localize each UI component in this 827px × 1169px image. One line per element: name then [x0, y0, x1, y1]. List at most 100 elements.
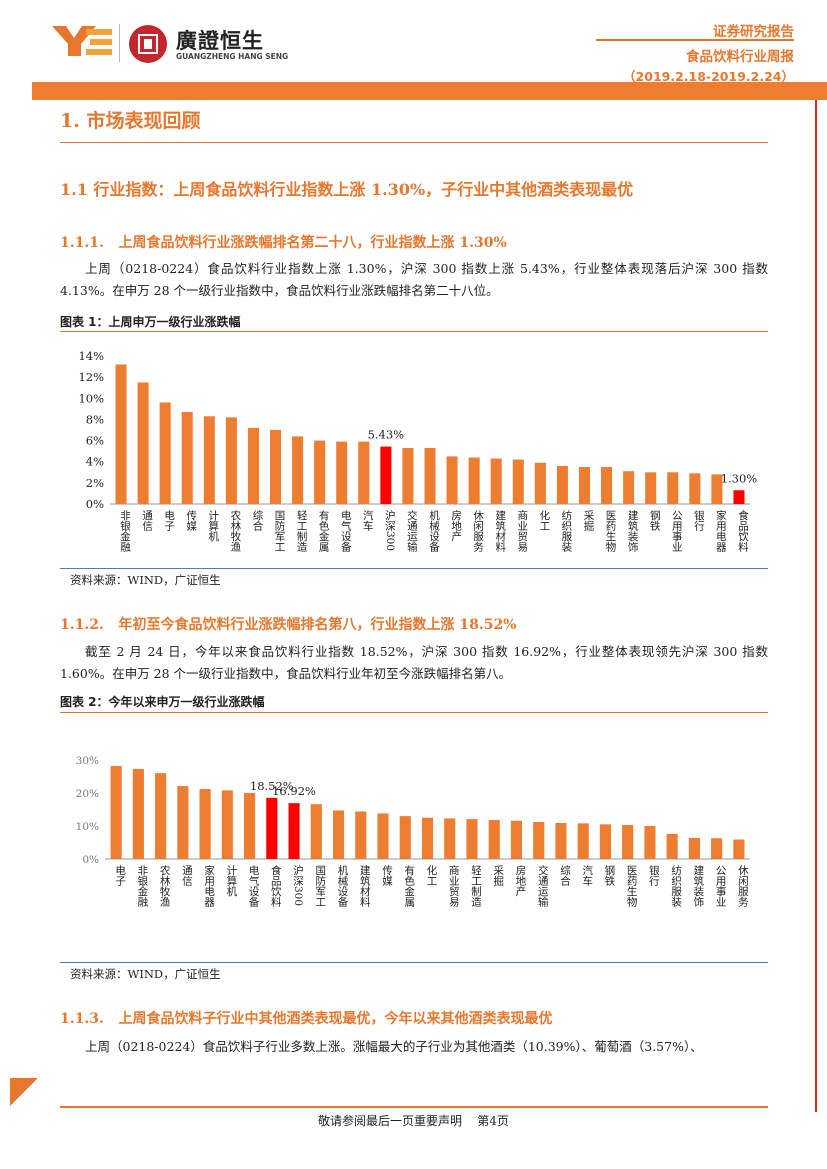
- chart2-bar: [377, 813, 389, 859]
- chart1-data-label: 5.43%: [368, 428, 405, 442]
- chart2-xtick: 计算机: [225, 864, 237, 897]
- chart1-bar: [115, 364, 127, 504]
- company-logo-icon: [52, 26, 112, 56]
- seal-icon: [129, 25, 167, 63]
- chart2-bar: [644, 826, 656, 859]
- chart2-data-label: 18.52%: [250, 779, 294, 793]
- chart2-bar: [555, 823, 567, 859]
- chart2-bar: [444, 818, 456, 859]
- chart1-xtick: 非银金融: [119, 510, 131, 553]
- chart2-bar: [666, 833, 678, 859]
- chart2-bar: [488, 820, 500, 859]
- chart1-xtick: 公用事业: [671, 510, 683, 552]
- chart2-xtick: 电子: [114, 864, 126, 886]
- paragraph-1-1-2: 截至 2 月 24 日，今年以来食品饮料行业指数 18.52%，沪深 300 指…: [60, 644, 768, 681]
- chart2-xtick: 采掘: [492, 865, 504, 887]
- chart-2: 0% 10% 20% 30% 电子 非银金融 农林牧渔 通信 家用电器 计算机 电气设备 食品饮料 18…: [76, 755, 750, 908]
- chart1-xtick: 化工: [538, 509, 550, 531]
- chart2-bar: [310, 804, 322, 859]
- chart1-xtick: 家用电器: [715, 509, 727, 553]
- chart1-xtick: 通信: [141, 510, 153, 532]
- chart2-xtick: 通信: [181, 865, 193, 887]
- chart2-xtick: 轻工制造: [470, 864, 482, 907]
- brand-cn: 廣證恒生: [176, 29, 264, 53]
- chart1-bar: [711, 474, 723, 504]
- chart2-xtick: 化工: [426, 864, 438, 886]
- chart2-xtick: 房地产: [514, 864, 526, 897]
- chart1-xtick: 休闲服务: [472, 510, 484, 553]
- chart1-xtick: 电子: [163, 509, 175, 531]
- logo-divider: [119, 24, 120, 62]
- chart1-bar: [358, 441, 370, 504]
- chart1-bar: [667, 472, 679, 504]
- section-title-1-1: 1.1 行业指数：上周食品饮料行业指数上涨 1.30%，子行业中其他酒类表现最优: [60, 180, 634, 199]
- chart2-xtick: 传媒: [381, 865, 393, 887]
- chart1-xtick: 有色金属: [318, 509, 330, 553]
- chart1-bar: [203, 416, 215, 504]
- chart2-xtick: 综合: [559, 864, 571, 887]
- chart2-bar: [622, 825, 634, 859]
- chart2-bar: [199, 789, 211, 859]
- chart1-bar: [601, 467, 613, 504]
- chart1-xtick: 房地产: [450, 509, 462, 542]
- chart2-xtick: 交通运输: [537, 864, 549, 908]
- chart2-xtick: 有色金属: [403, 864, 415, 908]
- chart-1: 0% 2% 4% 6% 8% 10% 12% 14% 非银金融 通信 电子 传媒 计算机 农林牧渔 综合 国防…: [78, 349, 757, 553]
- chart1-bar: [623, 471, 635, 504]
- section-1-rule: [60, 142, 768, 143]
- chart1-xtick: 交通运输: [406, 509, 418, 553]
- chart1-xtick: 医药生物: [605, 510, 617, 553]
- chart1-xtick: 钢铁: [649, 509, 661, 532]
- chart2-bar: [577, 823, 589, 859]
- chart1-ytick: 12%: [78, 370, 104, 384]
- header-rule: [596, 39, 794, 41]
- chart1-xtick: 建筑装饰: [627, 509, 639, 553]
- header-band: [32, 82, 827, 100]
- chart1-xtick: 轻工制造: [296, 509, 308, 552]
- chart1-xtick: 汽车: [362, 509, 374, 532]
- chart2-xtick: 电气设备: [248, 864, 260, 908]
- figure2-top-rule: [60, 712, 768, 713]
- chart1-xtick: 纺织服装: [560, 509, 572, 553]
- chart2-bar: [399, 816, 411, 859]
- chart1-bar: [181, 412, 193, 504]
- chart2-bar: [533, 822, 545, 859]
- footer-corner-triangle: [10, 1078, 38, 1106]
- chart1-xtick: 农林牧渔: [229, 509, 241, 553]
- paragraph-1-1-1: 上周（0218-0224）食品饮料行业指数上涨 1.30%，沪深 300 指数上…: [60, 261, 768, 298]
- chart1-xtick: 商业贸易: [516, 509, 528, 553]
- chart1-xtick: 国防军工: [274, 510, 286, 552]
- chart2-bar: [266, 797, 278, 859]
- chart1-bar: [534, 462, 546, 504]
- chart2-data-label: 16.92%: [272, 784, 316, 798]
- chart2-xtick: 纺织服装: [670, 864, 682, 908]
- footer-text: 敬请参阅最后一页重要声明 第4页: [318, 1114, 509, 1128]
- chart1-xtick: 银行: [693, 509, 705, 532]
- figure1-bottom-rule: [60, 568, 768, 569]
- footer-rule: [60, 1106, 768, 1108]
- chart2-xtick: 建筑装饰: [692, 864, 704, 908]
- chart2-xtick: 汽车: [581, 864, 593, 887]
- chart1-bar: [512, 459, 524, 504]
- figure2-bottom-rule: [60, 962, 768, 963]
- chart1-bar: [490, 458, 502, 504]
- chart1-xtick: 机械设备: [428, 509, 440, 553]
- chart1-bar: [292, 436, 304, 504]
- chart1-ytick: 8%: [86, 412, 104, 426]
- chart1-ytick: 14%: [78, 349, 104, 363]
- chart1-xtick: 沪深300: [384, 509, 396, 551]
- paragraph-1-1-3: 上周（0218-0224）食品饮料子行业多数上涨。涨幅最大的子行业为其他酒类（1…: [85, 1039, 703, 1054]
- chart2-bar: [733, 839, 745, 859]
- chart2-ytick: 20%: [76, 788, 99, 800]
- chart2-bar: [288, 803, 300, 859]
- chart2-bar: [132, 768, 144, 859]
- chart1-bar: [225, 417, 237, 504]
- report-type: 证券研究报告: [713, 24, 794, 40]
- chart1-ytick: 10%: [78, 391, 104, 405]
- section-title-1-1-1: 1.1.1. 上周食品饮料行业涨跌幅排名第二十八，行业指数上涨 1.30%: [60, 235, 507, 251]
- chart1-bar: [336, 441, 348, 504]
- chart1-xtick: 计算机: [207, 509, 219, 542]
- chart2-bar: [244, 793, 256, 859]
- chart1-bar: [578, 467, 590, 504]
- chart2-bar: [332, 810, 345, 859]
